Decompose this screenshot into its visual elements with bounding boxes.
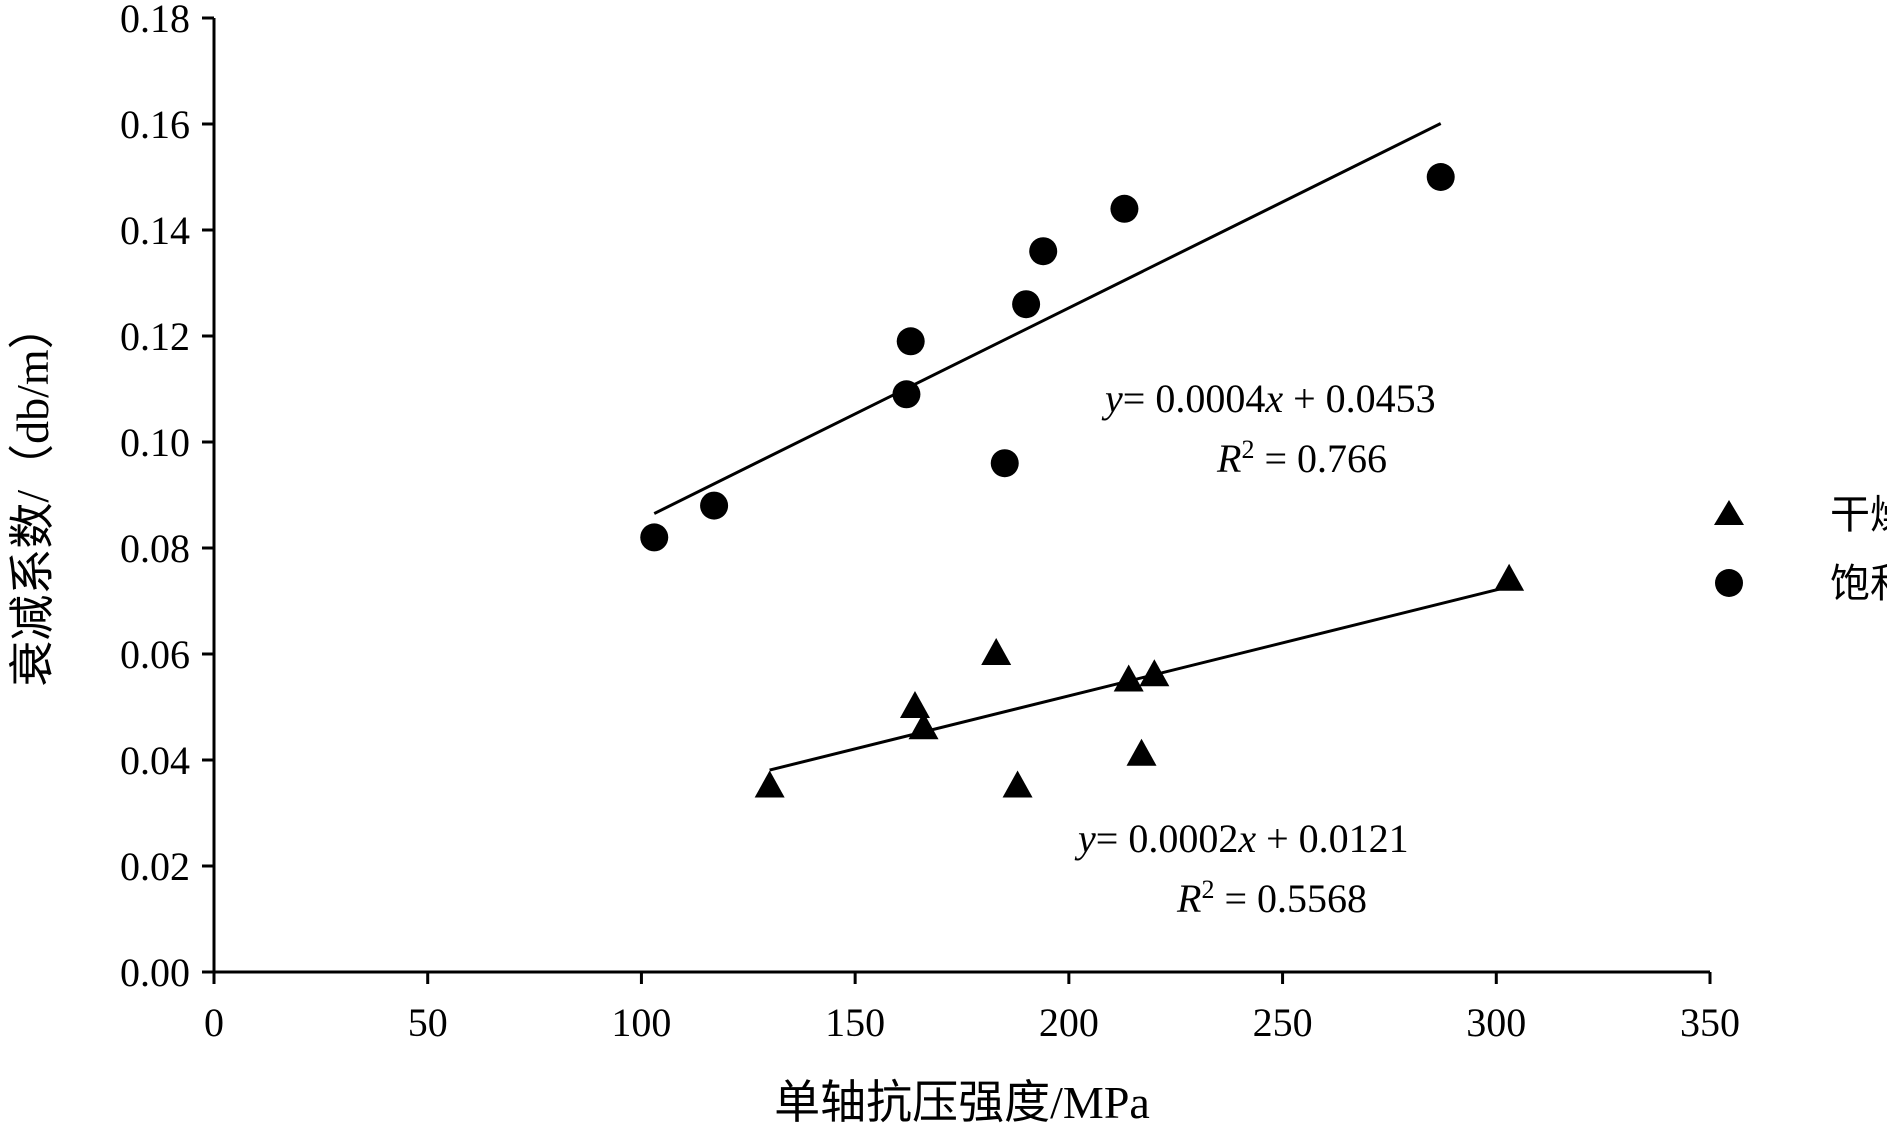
y-axis-label: 衰减系数/（db/m） — [7, 303, 58, 686]
x-tick-label: 100 — [611, 1000, 671, 1045]
r2-saturated: R2 = 0.766 — [1216, 435, 1387, 481]
legend-circle-icon — [1715, 569, 1743, 597]
data-point-triangle — [1494, 563, 1525, 591]
legend-label-saturated: 饱和 — [1830, 561, 1887, 606]
legend: 干燥 饱和 — [1714, 492, 1887, 606]
data-point-circle — [640, 523, 669, 552]
y-tick-label: 0.12 — [120, 314, 190, 359]
data-point-circle — [896, 327, 925, 356]
data-point-triangle — [1139, 659, 1170, 687]
axes: 0 50 100 150 200 250 300 350 0.00 0.02 0.04 0.06 0.0… — [120, 0, 1740, 1045]
y-tick-label: 0.10 — [120, 420, 190, 465]
data-point-triangle — [908, 712, 939, 740]
y-tick-label: 0.02 — [120, 844, 190, 889]
x-axis-label: 单轴抗压强度/MPa — [774, 1077, 1150, 1123]
data-point-triangle — [1113, 664, 1144, 692]
y-tick-label: 0.00 — [120, 950, 190, 995]
data-point-circle — [1426, 163, 1455, 191]
data-point-triangle — [981, 638, 1012, 665]
x-tick-label: 300 — [1466, 1000, 1526, 1045]
y-tick-label: 0.04 — [120, 738, 190, 783]
y-tick-label: 0.16 — [120, 102, 190, 147]
trendline-saturated — [653, 122, 1442, 515]
y-tick-label: 0.18 — [120, 0, 190, 41]
equation-dry: y= 0.0002x + 0.0121 — [1074, 816, 1409, 861]
y-tick-label: 0.08 — [120, 526, 190, 571]
legend-label-dry: 干燥 — [1830, 492, 1887, 537]
legend-triangle-icon — [1714, 500, 1744, 525]
data-point-triangle — [1002, 770, 1033, 798]
data-point-circle — [1012, 290, 1041, 319]
y-tick-label: 0.14 — [120, 208, 190, 253]
x-tick-label: 250 — [1253, 1000, 1313, 1045]
data-point-circle — [892, 380, 921, 409]
data-point-circle — [700, 491, 729, 520]
plot-area — [640, 122, 1525, 798]
data-point-circle — [1029, 237, 1058, 266]
x-tick-label: 50 — [408, 1000, 448, 1045]
r2-dry: R2 = 0.5568 — [1176, 875, 1367, 921]
y-tick-label: 0.06 — [120, 632, 190, 677]
x-tick-label: 350 — [1680, 1000, 1740, 1045]
x-tick-label: 150 — [825, 1000, 885, 1045]
data-point-circle — [1110, 194, 1139, 223]
data-point-triangle — [1126, 738, 1157, 766]
x-tick-label: 0 — [204, 1000, 224, 1045]
data-point-triangle — [899, 691, 930, 718]
data-point-triangle — [754, 770, 785, 798]
x-tick-label: 200 — [1039, 1000, 1099, 1045]
data-point-circle — [990, 449, 1019, 478]
trendline-dry — [769, 585, 1510, 772]
equation-saturated: y= 0.0004x + 0.0453 — [1101, 376, 1436, 421]
